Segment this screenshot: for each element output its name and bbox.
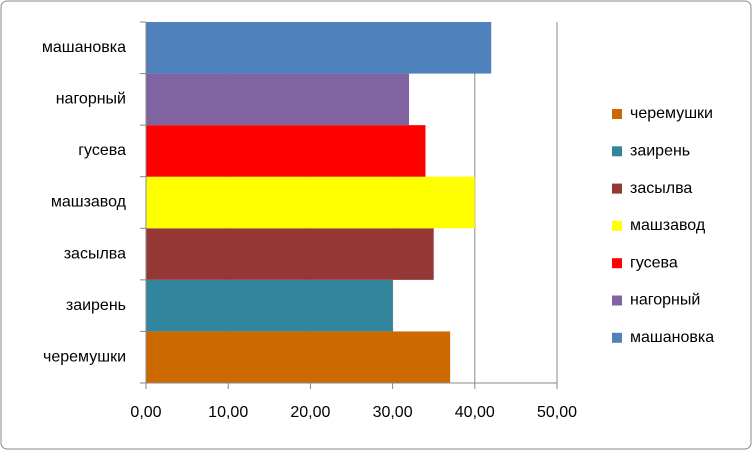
legend-label: гусева xyxy=(630,254,678,271)
legend-swatch xyxy=(612,146,622,157)
x-tick-label: 30,00 xyxy=(373,404,413,421)
legend-swatch xyxy=(612,295,622,306)
bar xyxy=(146,279,393,332)
x-tick-label: 50,00 xyxy=(537,404,577,421)
y-tick-label: машановка xyxy=(42,39,126,56)
y-tick-label: машзавод xyxy=(51,194,127,211)
x-tick-label: 40,00 xyxy=(455,404,495,421)
legend-label: заирень xyxy=(630,143,690,160)
legend-swatch xyxy=(612,109,622,119)
bar xyxy=(146,176,475,229)
legend-swatch xyxy=(612,220,622,231)
bar xyxy=(146,22,492,74)
legend-label: нагорный xyxy=(630,292,700,309)
bar xyxy=(146,228,434,280)
legend-label: машзавод xyxy=(630,217,706,234)
y-tick-label: заирень xyxy=(66,297,126,314)
y-tick-label: нагорный xyxy=(56,91,126,108)
legend-swatch xyxy=(612,258,622,269)
legend-swatch xyxy=(612,332,622,343)
legend-swatch xyxy=(612,183,622,194)
y-tick-label: засылва xyxy=(64,245,126,262)
bar xyxy=(146,125,426,177)
y-tick-label: черемушки xyxy=(43,348,126,365)
x-tick-label: 20,00 xyxy=(290,404,330,421)
legend-label: черемушки xyxy=(630,105,713,122)
bar xyxy=(146,73,410,126)
x-tick-label: 0,00 xyxy=(130,404,161,421)
bar xyxy=(146,331,451,383)
legend-label: засылва xyxy=(630,180,692,197)
y-tick-label: гусева xyxy=(78,142,126,159)
x-tick-label: 10,00 xyxy=(208,404,248,421)
legend-label: машановка xyxy=(630,329,714,346)
